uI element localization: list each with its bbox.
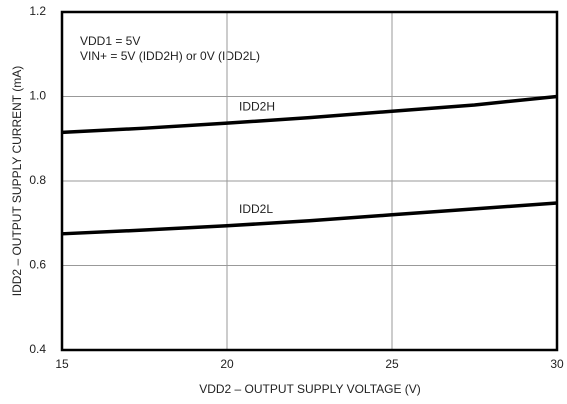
x-tick-label: 30 — [550, 357, 564, 371]
y-tick-label: 1.0 — [29, 89, 46, 103]
series-label: IDD2L — [239, 202, 273, 216]
series-line — [61, 201, 558, 236]
x-tick-label: 20 — [220, 357, 234, 371]
x-axis-label: VDD2 – OUTPUT SUPPLY VOLTAGE (V) — [199, 382, 421, 396]
y-tick-label: 0.4 — [29, 342, 46, 356]
y-tick-label: 1.2 — [29, 4, 46, 18]
annotation: VDD1 = 5V — [80, 34, 140, 48]
y-tick-label: 0.6 — [29, 258, 46, 272]
series-line — [61, 94, 558, 135]
series-label: IDD2H — [239, 99, 275, 113]
y-tick-label: 0.8 — [29, 173, 46, 187]
plot-frame — [60, 10, 559, 352]
annotation: VIN+ = 5V (IDD2H) or 0V (IDD2L) — [80, 49, 260, 63]
x-tick-label: 15 — [55, 357, 69, 371]
x-tick-label: 25 — [385, 357, 399, 371]
y-axis-label: IDD2 – OUTPUT SUPPLY CURRENT (mA) — [10, 66, 24, 296]
